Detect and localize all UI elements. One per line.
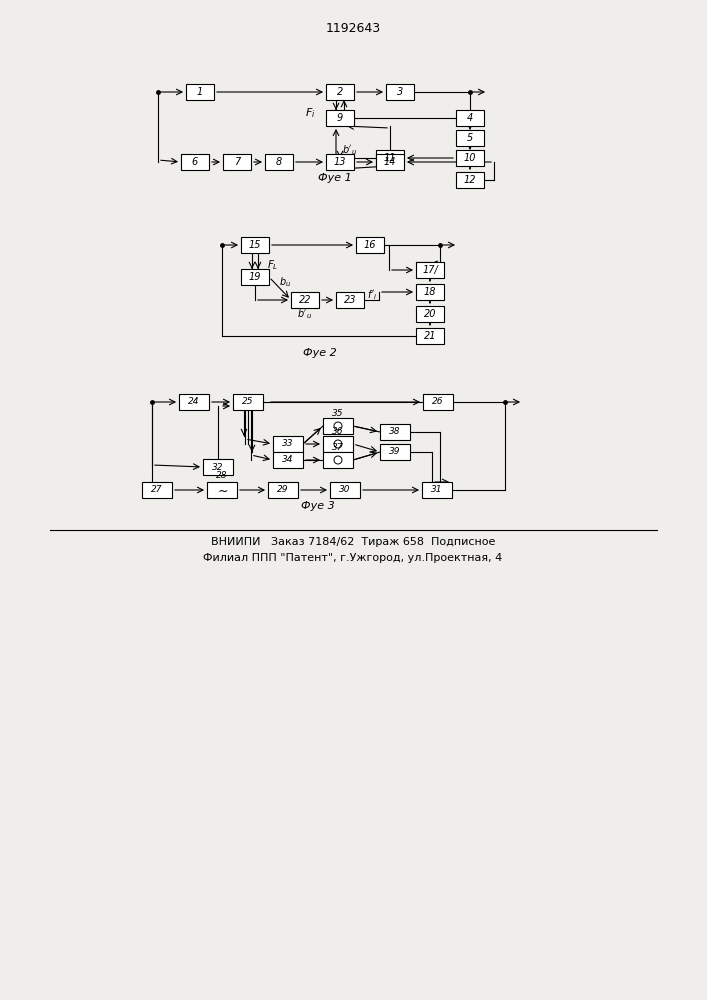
- Text: 9: 9: [337, 113, 343, 123]
- Text: 12: 12: [464, 175, 477, 185]
- Text: $F_L$: $F_L$: [267, 258, 279, 272]
- Text: 22: 22: [299, 295, 311, 305]
- FancyBboxPatch shape: [386, 84, 414, 100]
- Text: 38: 38: [390, 428, 401, 436]
- Text: 7: 7: [234, 157, 240, 167]
- FancyBboxPatch shape: [456, 110, 484, 126]
- Text: 11: 11: [384, 153, 396, 163]
- Text: 16: 16: [363, 240, 376, 250]
- Text: 39: 39: [390, 448, 401, 456]
- Text: $f'_i$: $f'_i$: [367, 288, 377, 302]
- FancyBboxPatch shape: [273, 452, 303, 468]
- Text: $b'_u$: $b'_u$: [298, 307, 312, 321]
- Text: Фуе 2: Фуе 2: [303, 348, 337, 358]
- FancyBboxPatch shape: [273, 436, 303, 452]
- FancyBboxPatch shape: [223, 154, 251, 170]
- FancyBboxPatch shape: [323, 452, 353, 468]
- Text: 17/: 17/: [422, 265, 438, 275]
- Text: $\sim$: $\sim$: [215, 484, 229, 496]
- Text: 35: 35: [332, 408, 344, 418]
- Text: 5: 5: [467, 133, 473, 143]
- FancyBboxPatch shape: [336, 292, 364, 308]
- Text: 1: 1: [197, 87, 203, 97]
- Text: 10: 10: [464, 153, 477, 163]
- FancyBboxPatch shape: [456, 130, 484, 146]
- Text: 37: 37: [332, 442, 344, 452]
- Text: $F_i$: $F_i$: [305, 106, 315, 120]
- FancyBboxPatch shape: [456, 150, 484, 166]
- FancyBboxPatch shape: [356, 237, 384, 253]
- Text: 2: 2: [337, 87, 343, 97]
- Text: $b_u$: $b_u$: [279, 275, 291, 289]
- Text: 28: 28: [216, 472, 228, 481]
- Text: 1192643: 1192643: [325, 21, 380, 34]
- FancyBboxPatch shape: [291, 292, 319, 308]
- FancyBboxPatch shape: [142, 482, 172, 498]
- Text: 13: 13: [334, 157, 346, 167]
- Text: 6: 6: [192, 157, 198, 167]
- FancyBboxPatch shape: [380, 444, 410, 460]
- Text: 4: 4: [467, 113, 473, 123]
- Text: 36: 36: [332, 426, 344, 436]
- FancyBboxPatch shape: [179, 394, 209, 410]
- Text: Фуе 1: Фуе 1: [318, 173, 352, 183]
- FancyBboxPatch shape: [456, 172, 484, 188]
- FancyBboxPatch shape: [241, 237, 269, 253]
- FancyBboxPatch shape: [423, 394, 453, 410]
- Text: 34: 34: [282, 456, 293, 464]
- Text: 24: 24: [188, 397, 200, 406]
- Text: 14: 14: [384, 157, 396, 167]
- FancyBboxPatch shape: [203, 459, 233, 475]
- FancyBboxPatch shape: [416, 328, 444, 344]
- Text: Фуе 3: Фуе 3: [301, 501, 335, 511]
- Text: Филиал ППП "Патент", г.Ужгород, ул.Проектная, 4: Филиал ППП "Патент", г.Ужгород, ул.Проек…: [204, 553, 503, 563]
- Text: 21: 21: [423, 331, 436, 341]
- FancyBboxPatch shape: [323, 418, 353, 434]
- Text: 20: 20: [423, 309, 436, 319]
- FancyBboxPatch shape: [207, 482, 237, 498]
- Text: 27: 27: [151, 486, 163, 494]
- Text: 3: 3: [397, 87, 403, 97]
- FancyBboxPatch shape: [376, 150, 404, 166]
- FancyBboxPatch shape: [265, 154, 293, 170]
- Text: 8: 8: [276, 157, 282, 167]
- FancyBboxPatch shape: [326, 84, 354, 100]
- Text: 30: 30: [339, 486, 351, 494]
- FancyBboxPatch shape: [186, 84, 214, 100]
- FancyBboxPatch shape: [241, 269, 269, 285]
- FancyBboxPatch shape: [416, 262, 444, 278]
- FancyBboxPatch shape: [326, 110, 354, 126]
- FancyBboxPatch shape: [268, 482, 298, 498]
- Text: 25: 25: [243, 397, 254, 406]
- Text: 15: 15: [249, 240, 262, 250]
- Text: 19: 19: [249, 272, 262, 282]
- FancyBboxPatch shape: [376, 154, 404, 170]
- Text: 31: 31: [431, 486, 443, 494]
- Text: ВНИИПИ   Заказ 7184/62  Тираж 658  Подписное: ВНИИПИ Заказ 7184/62 Тираж 658 Подписное: [211, 537, 495, 547]
- FancyBboxPatch shape: [330, 482, 360, 498]
- FancyBboxPatch shape: [416, 284, 444, 300]
- FancyBboxPatch shape: [233, 394, 263, 410]
- Text: $b'_u$: $b'_u$: [342, 143, 358, 157]
- Text: 23: 23: [344, 295, 356, 305]
- Text: 18: 18: [423, 287, 436, 297]
- Text: 32: 32: [212, 462, 223, 472]
- Text: 29: 29: [277, 486, 288, 494]
- Text: 33: 33: [282, 440, 293, 448]
- FancyBboxPatch shape: [181, 154, 209, 170]
- FancyBboxPatch shape: [422, 482, 452, 498]
- FancyBboxPatch shape: [326, 154, 354, 170]
- Text: 26: 26: [432, 397, 444, 406]
- FancyBboxPatch shape: [416, 306, 444, 322]
- FancyBboxPatch shape: [323, 436, 353, 452]
- FancyBboxPatch shape: [380, 424, 410, 440]
